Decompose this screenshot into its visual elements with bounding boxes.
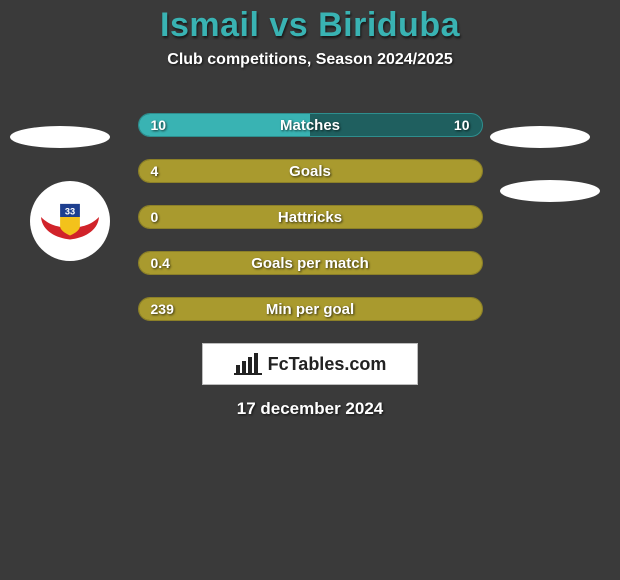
page-subtitle: Club competitions, Season 2024/2025 bbox=[0, 51, 620, 69]
bar-left-value-mpg: 239 bbox=[151, 298, 174, 320]
bar-row-matches: Matches10 10 bbox=[138, 113, 483, 137]
bar-label-hattricks: Hattricks bbox=[139, 206, 482, 228]
page-title: Ismail vs Biriduba bbox=[0, 0, 620, 45]
bar-row-gpm: Goals per match0.4 bbox=[138, 251, 483, 275]
bar-left-value-matches: 10 bbox=[151, 114, 167, 136]
bar-left-value-gpm: 0.4 bbox=[151, 252, 170, 274]
bar-label-matches: Matches bbox=[139, 114, 482, 136]
bar-right-value-matches: 10 bbox=[454, 114, 470, 136]
bar-label-gpm: Goals per match bbox=[139, 252, 482, 274]
bar-label-mpg: Min per goal bbox=[139, 298, 482, 320]
comparison-bars: Matches10 10 Goals4 Hattricks0 Goals per mat… bbox=[138, 113, 483, 321]
brand-box[interactable]: FcTables.com bbox=[202, 343, 418, 385]
svg-text:33: 33 bbox=[65, 206, 75, 216]
brand-text: FcTables.com bbox=[268, 354, 387, 375]
bar-left-value-goals: 4 bbox=[151, 160, 159, 182]
bar-label-goals: Goals bbox=[139, 160, 482, 182]
right-player-marker-1 bbox=[490, 126, 590, 148]
bar-left-value-hattricks: 0 bbox=[151, 206, 159, 228]
right-player-marker-2 bbox=[500, 180, 600, 202]
left-club-crest: 33 bbox=[30, 181, 110, 261]
snapshot-date: 17 december 2024 bbox=[0, 399, 620, 419]
bar-row-goals: Goals4 bbox=[138, 159, 483, 183]
crest-svg: 33 bbox=[37, 188, 103, 254]
left-player-marker bbox=[10, 126, 110, 148]
bar-row-hattricks: Hattricks0 bbox=[138, 205, 483, 229]
bar-chart-icon bbox=[234, 353, 262, 375]
bar-row-mpg: Min per goal239 bbox=[138, 297, 483, 321]
